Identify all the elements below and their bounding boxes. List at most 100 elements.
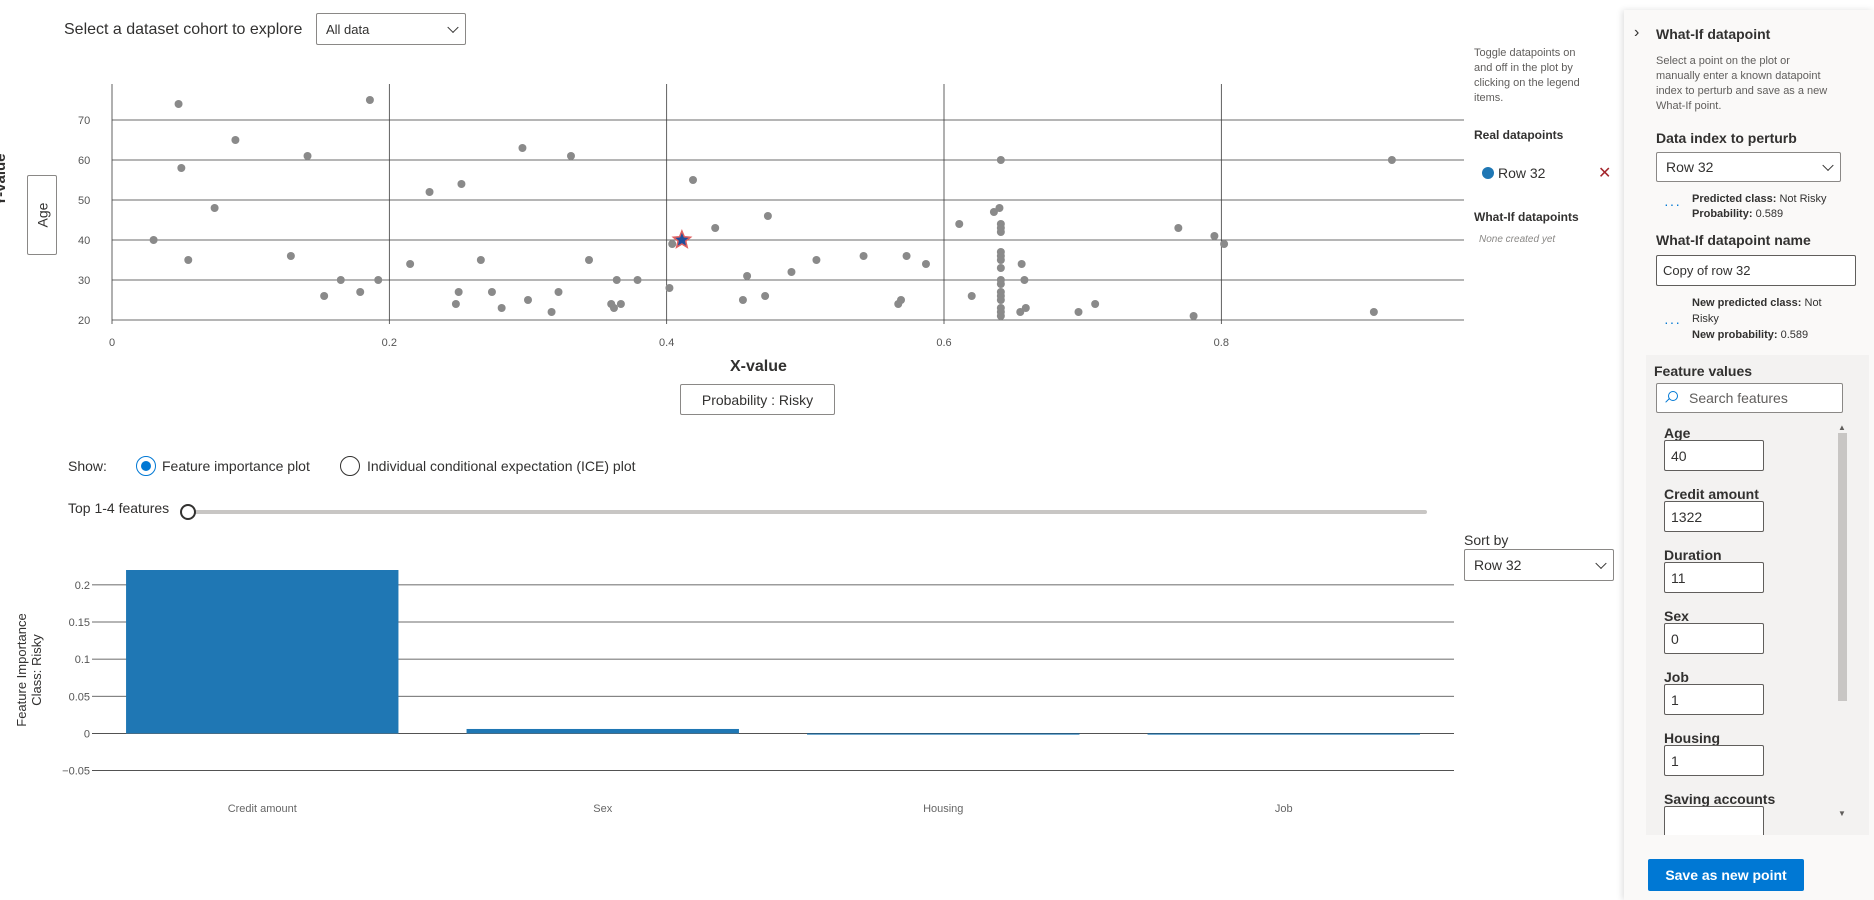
cohort-dropdown[interactable]: All data <box>316 13 466 45</box>
scatter-point[interactable] <box>897 296 906 304</box>
scatter-point[interactable] <box>902 252 911 260</box>
feature-input[interactable] <box>1664 806 1764 835</box>
scatter-point[interactable] <box>210 204 219 212</box>
scatter-point[interactable] <box>303 152 312 160</box>
scatter-point[interactable] <box>454 288 463 296</box>
scatter-point[interactable] <box>787 268 796 276</box>
scatter-point[interactable] <box>457 180 466 188</box>
y-axis-button[interactable]: Age <box>27 175 57 255</box>
feature-input[interactable]: 11 <box>1664 562 1764 593</box>
scatter-point[interactable] <box>149 236 158 244</box>
scatter-point[interactable] <box>231 136 240 144</box>
feature-importance-option[interactable]: Feature importance plot <box>162 458 310 474</box>
scatter-point[interactable] <box>689 176 698 184</box>
feature-importance-bar[interactable] <box>126 570 399 734</box>
close-icon[interactable]: ✕ <box>1598 165 1612 182</box>
scatter-point[interactable] <box>524 296 532 304</box>
ice-plot-radio[interactable] <box>340 456 360 476</box>
scatter-point[interactable] <box>1020 276 1029 284</box>
feature-importance-bar[interactable] <box>1147 733 1420 735</box>
scatter-point[interactable] <box>616 300 625 308</box>
scroll-down-icon[interactable]: ▼ <box>1838 809 1846 818</box>
scatter-point[interactable] <box>989 208 998 216</box>
scatter-point[interactable] <box>356 288 365 296</box>
feature-scrollbar[interactable]: ▲ ▼ <box>1837 423 1848 820</box>
scatter-point[interactable] <box>1189 312 1198 320</box>
data-index-dropdown[interactable]: Row 32 <box>1656 152 1841 182</box>
scatter-point[interactable] <box>996 264 1005 272</box>
feature-input[interactable]: 1 <box>1664 745 1764 776</box>
more-icon[interactable]: ··· <box>1664 314 1681 330</box>
scatter-point[interactable] <box>1174 224 1183 232</box>
scatter-point[interactable] <box>286 252 295 260</box>
scatter-point[interactable] <box>406 260 415 268</box>
top-features-slider-track[interactable] <box>187 510 1427 514</box>
scatter-point[interactable] <box>320 292 329 300</box>
scatter-point[interactable] <box>487 288 496 296</box>
feature-input[interactable]: 40 <box>1664 440 1764 471</box>
scatter-point[interactable] <box>174 100 183 108</box>
scatter-point[interactable] <box>996 312 1005 320</box>
scatter-point[interactable] <box>365 96 374 104</box>
scatter-point[interactable] <box>996 256 1005 264</box>
scatter-point[interactable] <box>995 204 1004 212</box>
scatter-point[interactable] <box>743 272 752 280</box>
scatter-point[interactable] <box>374 276 383 284</box>
scatter-point[interactable] <box>859 252 868 260</box>
scatter-point[interactable] <box>668 240 677 248</box>
scatter-point[interactable] <box>1091 300 1100 308</box>
scatter-plot-svg[interactable]: 20 30 40 50 60 70 0 0.2 0.4 0.6 0.8 <box>0 0 1470 430</box>
save-as-new-point-button[interactable]: Save as new point <box>1648 859 1804 891</box>
scatter-point[interactable] <box>812 256 821 264</box>
feature-scrollbar-thumb[interactable] <box>1838 433 1847 701</box>
scatter-point[interactable] <box>996 280 1005 288</box>
more-icon[interactable]: ··· <box>1664 196 1681 212</box>
scroll-up-icon[interactable]: ▲ <box>1838 423 1846 432</box>
scatter-point[interactable] <box>996 296 1005 304</box>
scatter-point[interactable] <box>761 292 770 300</box>
scatter-point[interactable] <box>451 300 460 308</box>
scatter-point[interactable] <box>184 256 193 264</box>
top-features-slider-thumb[interactable] <box>180 504 196 520</box>
scatter-chart[interactable]: 20 30 40 50 60 70 0 0.2 0.4 0.6 0.8 <box>0 0 1470 435</box>
scatter-point[interactable] <box>1021 304 1030 312</box>
feature-importance-bar[interactable] <box>466 728 739 734</box>
scatter-point[interactable] <box>425 188 434 196</box>
scatter-point[interactable] <box>1369 308 1378 316</box>
feature-importance-radio[interactable] <box>136 456 156 476</box>
scatter-point[interactable] <box>547 308 556 316</box>
scatter-point[interactable] <box>996 156 1005 164</box>
scatter-point[interactable] <box>1016 308 1025 316</box>
scatter-point[interactable] <box>336 276 345 284</box>
scatter-point[interactable] <box>996 228 1005 236</box>
whatif-name-input[interactable]: Copy of row 32 <box>1656 255 1856 286</box>
scatter-point[interactable] <box>1387 156 1396 164</box>
scatter-point[interactable] <box>738 296 747 304</box>
scatter-point[interactable] <box>177 164 186 172</box>
scatter-point[interactable] <box>612 276 621 284</box>
x-axis-button[interactable]: Probability : Risky <box>680 384 835 415</box>
scatter-point[interactable] <box>711 224 720 232</box>
scatter-point[interactable] <box>633 276 642 284</box>
scatter-point[interactable] <box>518 144 527 152</box>
scatter-point[interactable] <box>1220 240 1229 248</box>
chevron-right-icon[interactable]: › <box>1634 24 1640 41</box>
scatter-point[interactable] <box>476 256 485 264</box>
scatter-point[interactable] <box>665 284 674 292</box>
scatter-point[interactable] <box>967 292 976 300</box>
search-features-input[interactable]: Search features <box>1656 383 1843 413</box>
scatter-point[interactable] <box>497 304 506 312</box>
scatter-point[interactable] <box>955 220 964 228</box>
sort-by-dropdown[interactable]: Row 32 <box>1464 549 1614 581</box>
scatter-point[interactable] <box>566 152 575 160</box>
legend-item-row32[interactable]: Row 32 <box>1498 165 1546 181</box>
scatter-point[interactable] <box>763 212 772 220</box>
scatter-point[interactable] <box>1017 260 1026 268</box>
ice-plot-option[interactable]: Individual conditional expectation (ICE)… <box>367 458 636 474</box>
scatter-point[interactable] <box>585 256 594 264</box>
feature-importance-bar[interactable] <box>807 733 1080 735</box>
scatter-point[interactable] <box>554 288 563 296</box>
scatter-point[interactable] <box>1210 232 1219 240</box>
selected-point-star-icon[interactable] <box>671 229 693 249</box>
feature-input[interactable]: 0 <box>1664 623 1764 654</box>
